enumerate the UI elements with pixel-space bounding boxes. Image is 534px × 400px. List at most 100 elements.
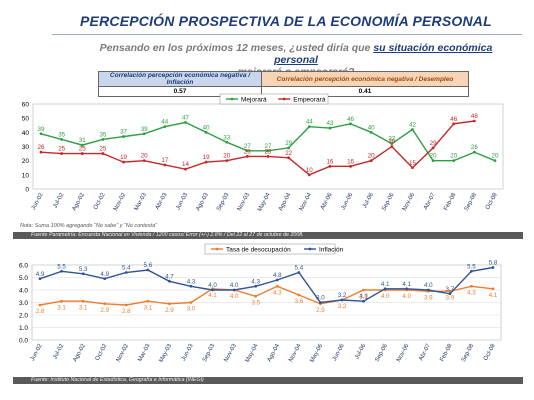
data-point: [103, 302, 107, 306]
x-tick-label: Feb-08: [439, 343, 454, 363]
data-label: 5.5: [467, 263, 476, 270]
x-tick-label: Oct-08: [483, 343, 497, 362]
data-point: [307, 125, 311, 129]
data-point: [472, 150, 476, 154]
data-point: [297, 271, 301, 274]
x-tick-label: Nov-02: [116, 343, 131, 363]
data-label: 31: [79, 137, 86, 144]
x-tick-label: Ago-03: [195, 192, 210, 212]
data-point: [362, 288, 365, 292]
data-label: 4.0: [381, 293, 390, 300]
series-line: [39, 266, 494, 304]
page-title: PERCEPCIÓN PROSPECTIVA DE LA ECONOMÍA PE…: [80, 13, 492, 29]
legend-label: Inflación: [319, 247, 344, 254]
data-label: 39: [141, 126, 148, 133]
data-label: 20: [492, 153, 499, 160]
data-label: 29: [430, 140, 437, 147]
data-point: [225, 140, 229, 144]
data-point: [452, 122, 456, 126]
data-label: 48: [471, 113, 478, 120]
data-point: [411, 166, 414, 170]
data-label: 4.0: [424, 282, 433, 289]
data-label: 2.8: [36, 308, 45, 315]
data-label: 43: [326, 120, 333, 127]
y-tick-label: 20: [22, 158, 30, 165]
data-point: [38, 303, 42, 307]
x-tick-label: Nov-03: [224, 343, 239, 363]
title-divider: [52, 34, 522, 35]
data-label: 15: [409, 160, 416, 167]
data-point: [411, 128, 414, 131]
data-label: 3.9: [446, 294, 455, 301]
data-label: 44: [306, 119, 313, 126]
data-label: 23: [265, 148, 272, 155]
y-tick-label: 0.0: [19, 338, 28, 345]
y-tick-label: 4.0: [19, 288, 28, 295]
data-point: [307, 173, 311, 177]
data-point: [81, 299, 85, 303]
data-point: [225, 159, 229, 163]
data-label: 29: [285, 140, 292, 147]
data-point: [383, 287, 387, 291]
data-point: [431, 159, 435, 163]
data-label: 5.8: [489, 260, 498, 267]
data-point: [328, 126, 332, 130]
data-point: [287, 146, 291, 150]
economy-indicators-chart: 0.0 1.0 2.0 3.0 4.0 5.0 6.0 Jun-02 Jul-02 Ago-02 O…: [19, 243, 502, 364]
data-label: 16: [326, 158, 333, 165]
data-point: [470, 269, 473, 273]
data-point: [349, 122, 352, 126]
x-tick-label: Abr-07: [418, 343, 432, 362]
data-label: 4.9: [36, 271, 45, 278]
data-point: [452, 159, 456, 163]
data-point: [245, 149, 249, 153]
x-tick-label: Oct-02: [93, 192, 107, 211]
data-label: 4.0: [230, 293, 239, 300]
data-label: 4.3: [251, 278, 260, 285]
data-point: [362, 299, 365, 303]
data-point: [254, 294, 258, 298]
data-point: [287, 156, 291, 160]
perception-line-chart: 0 10 20 30 40 50 60 Jun-02 Jul-02 Ago-02 Oct-02 Nov…: [22, 93, 504, 213]
x-tick-label: Jun-06: [340, 192, 354, 212]
data-label: 3.0: [316, 295, 325, 302]
data-label: 17: [161, 157, 168, 164]
data-label: 40: [368, 124, 375, 131]
data-label: 4.9: [100, 271, 109, 278]
data-point: [39, 150, 43, 154]
data-label: 4.0: [359, 293, 368, 300]
data-label: 4.7: [165, 273, 174, 280]
data-point: [101, 138, 105, 141]
data-point: [448, 292, 452, 296]
legend-label: Mejorará: [241, 97, 267, 104]
data-label: 32: [388, 136, 395, 143]
data-label: 14: [182, 161, 189, 168]
data-point: [448, 289, 452, 293]
legend-marker: [308, 247, 312, 251]
x-tick-label: May-04: [245, 343, 260, 364]
data-point: [184, 121, 187, 124]
series-line: [40, 120, 475, 176]
data-label: 4.1: [402, 281, 411, 288]
data-point: [38, 277, 42, 281]
data-label: 3.6: [295, 298, 304, 305]
data-label: 4.0: [402, 293, 411, 300]
y-tick-label: 5.0: [19, 275, 28, 282]
legend-marker: [230, 97, 234, 101]
data-label: 3.2: [338, 303, 347, 310]
data-point: [340, 298, 344, 302]
data-point: [189, 301, 193, 304]
data-label: 33: [223, 134, 230, 141]
x-tick-label: Sep-06: [381, 192, 396, 212]
data-point: [142, 159, 146, 163]
question-underlined: su situación económica personal: [274, 42, 493, 66]
data-point: [266, 155, 270, 158]
data-label: 23: [244, 148, 251, 155]
data-point: [103, 277, 107, 281]
data-label: 20: [141, 153, 148, 160]
data-label: 42: [409, 122, 416, 129]
data-point: [60, 299, 63, 303]
x-tick-label: Sep-03: [216, 192, 231, 212]
x-tick-label: May-04: [257, 192, 272, 213]
data-label: 2.9: [165, 307, 174, 314]
